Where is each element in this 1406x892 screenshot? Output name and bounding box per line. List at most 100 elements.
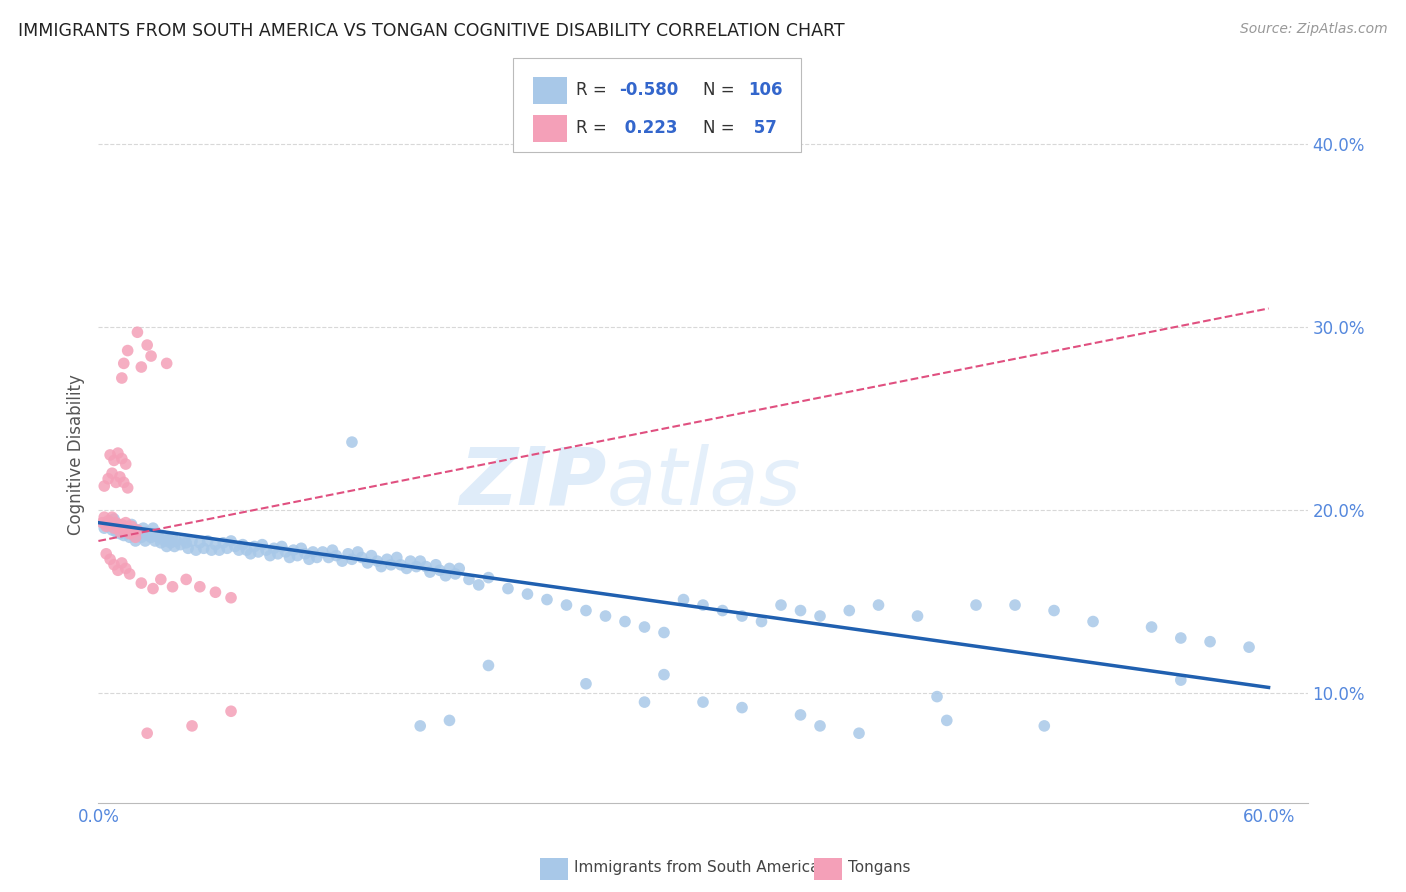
Point [96, 547, 118, 561]
Y-axis label: Cognitive Disability: Cognitive Disability [66, 375, 84, 535]
Point [449, 561, 471, 575]
Point [789, 707, 811, 722]
Point [165, 533, 187, 548]
Point [91, 516, 114, 530]
Text: R =: R = [576, 120, 613, 137]
Point [1237, 640, 1260, 655]
Point [111, 517, 134, 532]
Point [375, 552, 398, 566]
Point [107, 519, 129, 533]
Text: -0.580: -0.580 [619, 81, 678, 99]
Point [263, 541, 285, 556]
Point [114, 457, 136, 471]
Point [156, 356, 179, 370]
Point [184, 543, 207, 558]
Point [652, 625, 675, 640]
Point [197, 533, 219, 548]
Point [127, 523, 149, 537]
Point [769, 598, 792, 612]
Point [935, 714, 957, 728]
Point [101, 467, 124, 481]
Point [177, 541, 200, 556]
Point [751, 615, 773, 629]
Point [148, 530, 170, 544]
Point [104, 524, 127, 539]
Point [283, 543, 305, 558]
Point [124, 530, 146, 544]
Point [146, 526, 169, 541]
Point [366, 554, 388, 568]
Point [1170, 631, 1192, 645]
Point [121, 519, 143, 533]
Point [305, 550, 328, 565]
Point [254, 543, 277, 558]
Point [181, 719, 204, 733]
Point [243, 540, 266, 554]
Point [132, 521, 155, 535]
Point [868, 598, 890, 612]
Point [356, 556, 378, 570]
Point [103, 558, 125, 572]
Point [965, 598, 987, 612]
Point [108, 470, 131, 484]
Point [124, 533, 146, 548]
Point [103, 521, 125, 535]
Point [555, 598, 578, 612]
Point [104, 475, 127, 490]
Point [104, 516, 127, 530]
Point [219, 533, 242, 548]
Point [415, 559, 437, 574]
Point [395, 561, 418, 575]
Point [108, 524, 131, 539]
Point [139, 530, 162, 544]
Point [219, 591, 242, 605]
Point [122, 528, 145, 542]
Point [149, 573, 172, 587]
Text: N =: N = [703, 120, 740, 137]
Point [444, 566, 467, 581]
Point [370, 559, 392, 574]
Point [536, 592, 558, 607]
Point [188, 536, 211, 550]
Point [174, 573, 197, 587]
Point [157, 532, 180, 546]
Point [136, 524, 159, 539]
Point [294, 547, 316, 561]
Point [112, 356, 135, 370]
Point [298, 552, 321, 566]
Point [101, 510, 124, 524]
Point [575, 603, 598, 617]
Point [98, 517, 121, 532]
Point [692, 695, 714, 709]
Point [808, 719, 831, 733]
Point [117, 481, 139, 495]
Text: ZIP: ZIP [458, 443, 606, 522]
Point [278, 550, 301, 565]
Point [112, 523, 135, 537]
Point [1081, 615, 1104, 629]
Point [808, 609, 831, 624]
Point [111, 371, 134, 385]
Point [93, 479, 115, 493]
Point [318, 550, 340, 565]
Point [270, 540, 292, 554]
Point [907, 609, 929, 624]
Point [111, 556, 134, 570]
Point [101, 523, 124, 537]
Point [409, 554, 432, 568]
Point [114, 561, 136, 575]
Point [516, 587, 538, 601]
Point [93, 510, 115, 524]
Point [162, 530, 184, 544]
Point [1004, 598, 1026, 612]
Point [302, 545, 325, 559]
Point [496, 582, 519, 596]
Point [98, 552, 121, 566]
Point [121, 517, 143, 532]
Point [419, 565, 441, 579]
Point [127, 325, 149, 339]
Point [672, 592, 695, 607]
Point [128, 526, 150, 541]
Point [98, 516, 121, 530]
Point [152, 528, 174, 542]
